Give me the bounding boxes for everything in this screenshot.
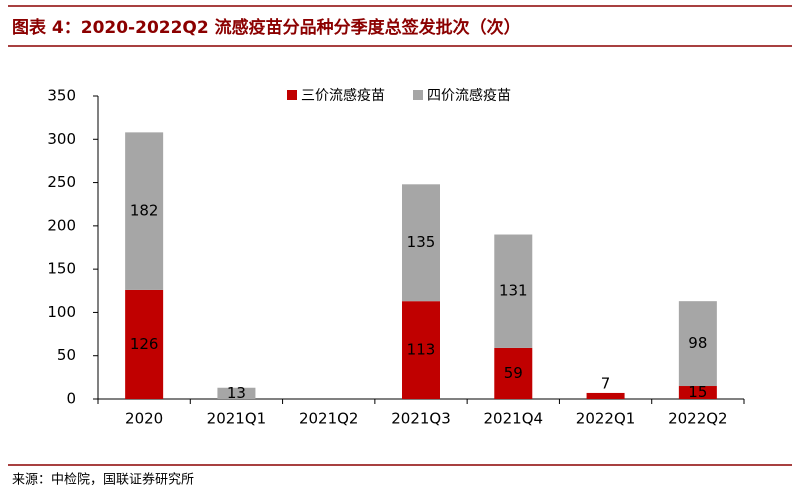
y-tick-label: 250: [47, 173, 76, 191]
y-tick-label: 200: [47, 216, 76, 234]
data-label: 126: [130, 335, 159, 353]
data-label: 131: [499, 282, 528, 300]
y-tick-label: 100: [47, 303, 76, 321]
data-label: 7: [601, 374, 611, 392]
y-tick-label: 50: [57, 346, 76, 364]
data-label: 182: [130, 202, 159, 220]
bar-segment: [402, 301, 440, 399]
bar-segment: [494, 347, 533, 399]
y-tick-label: 350: [47, 87, 76, 105]
chart-title: 图表 4：2020-2022Q2 流感疫苗分品种分季度总签发批次（次）: [12, 17, 521, 38]
legend-swatch: [287, 90, 297, 100]
x-tick-label: 2021Q4: [484, 410, 544, 428]
bar-segment: [494, 234, 533, 348]
legend-label: 三价流感疫苗: [301, 87, 385, 104]
bar-segment: [125, 289, 164, 399]
bar-segment: [217, 387, 256, 399]
y-tick-label: 150: [47, 260, 76, 278]
x-tick-label: 2021Q2: [299, 410, 359, 428]
bar-segment: [678, 301, 717, 387]
y-tick-label: 0: [66, 390, 76, 408]
bar-segment: [586, 392, 625, 399]
bar-segment: [402, 184, 440, 302]
data-label: 135: [407, 233, 436, 251]
data-label: 98: [688, 334, 707, 352]
legend-label: 四价流感疫苗: [427, 87, 511, 104]
x-tick-label: 2022Q2: [668, 410, 728, 428]
x-tick-label: 2022Q1: [576, 410, 636, 428]
x-tick-label: 2021Q3: [391, 410, 451, 428]
data-label: 113: [407, 341, 436, 359]
bar-segment: [125, 132, 164, 290]
data-label: 59: [504, 364, 523, 382]
data-label: 13: [227, 384, 246, 402]
source-note: 来源：中检院，国联证券研究所: [12, 472, 194, 488]
legend-swatch: [413, 90, 423, 100]
x-tick-label: 2020: [125, 410, 163, 428]
x-tick-label: 2021Q1: [207, 410, 267, 428]
bar-segment: [678, 386, 717, 399]
y-tick-label: 300: [47, 130, 76, 148]
data-label: 15: [688, 383, 707, 401]
